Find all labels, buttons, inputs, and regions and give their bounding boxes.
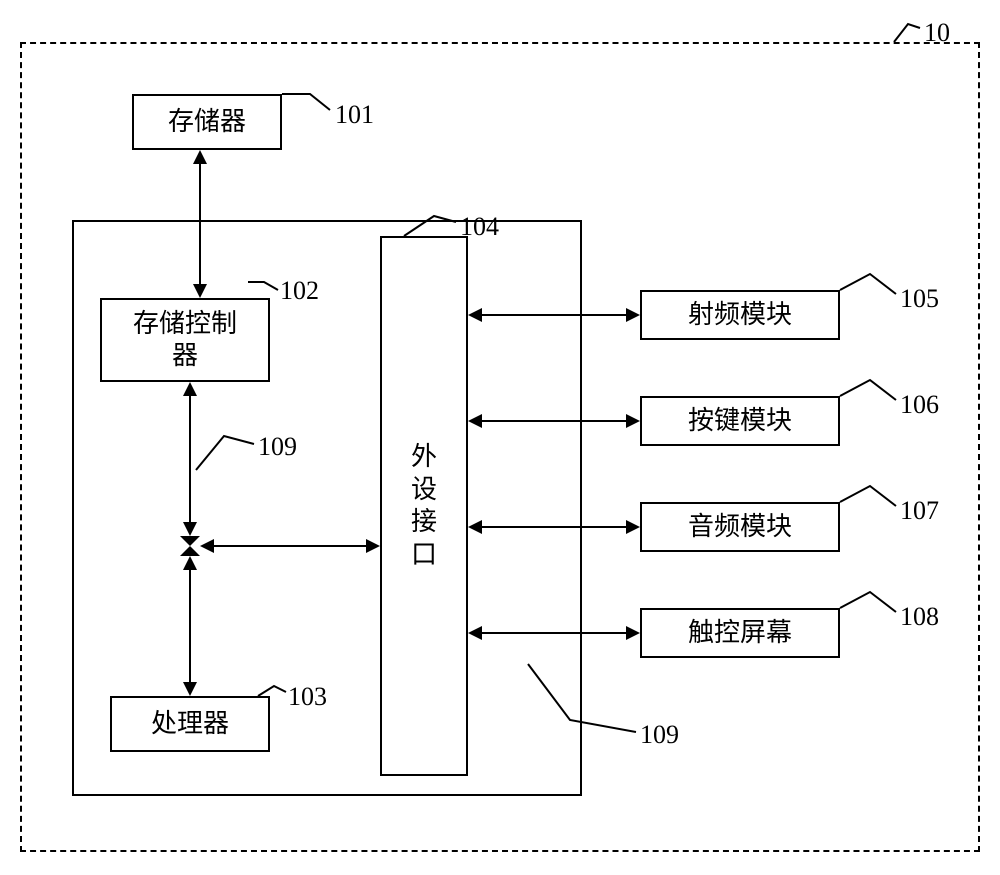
label-109b: 109 [640,720,679,750]
box-touch-screen-label: 触控屏幕 [688,617,792,650]
box-peripheral-interface: 外 设 接 口 [380,236,468,776]
label-108: 108 [900,602,939,632]
box-audio-module: 音频模块 [640,502,840,552]
box-rf-module-label: 射频模块 [688,299,792,332]
label-107: 107 [900,496,939,526]
box-touch-screen: 触控屏幕 [640,608,840,658]
box-memory: 存储器 [132,94,282,150]
label-105: 105 [900,284,939,314]
label-106: 106 [900,390,939,420]
label-10: 10 [924,18,950,48]
box-processor: 处理器 [110,696,270,752]
label-101: 101 [335,100,374,130]
label-104: 104 [460,212,499,242]
label-109a: 109 [258,432,297,462]
box-storage-controller: 存储控制 器 [100,298,270,382]
diagram-canvas: 存储器 存储控制 器 处理器 外 设 接 口 射频模块 按键模块 音频模块 触控… [0,0,1000,875]
label-102: 102 [280,276,319,306]
box-key-module-label: 按键模块 [688,405,792,438]
box-memory-label: 存储器 [168,106,246,139]
box-storage-controller-label: 存储控制 器 [133,308,237,373]
box-audio-module-label: 音频模块 [688,511,792,544]
box-key-module: 按键模块 [640,396,840,446]
box-peripheral-interface-label: 外 设 接 口 [411,441,437,571]
box-rf-module: 射频模块 [640,290,840,340]
box-processor-label: 处理器 [151,708,229,741]
label-103: 103 [288,682,327,712]
